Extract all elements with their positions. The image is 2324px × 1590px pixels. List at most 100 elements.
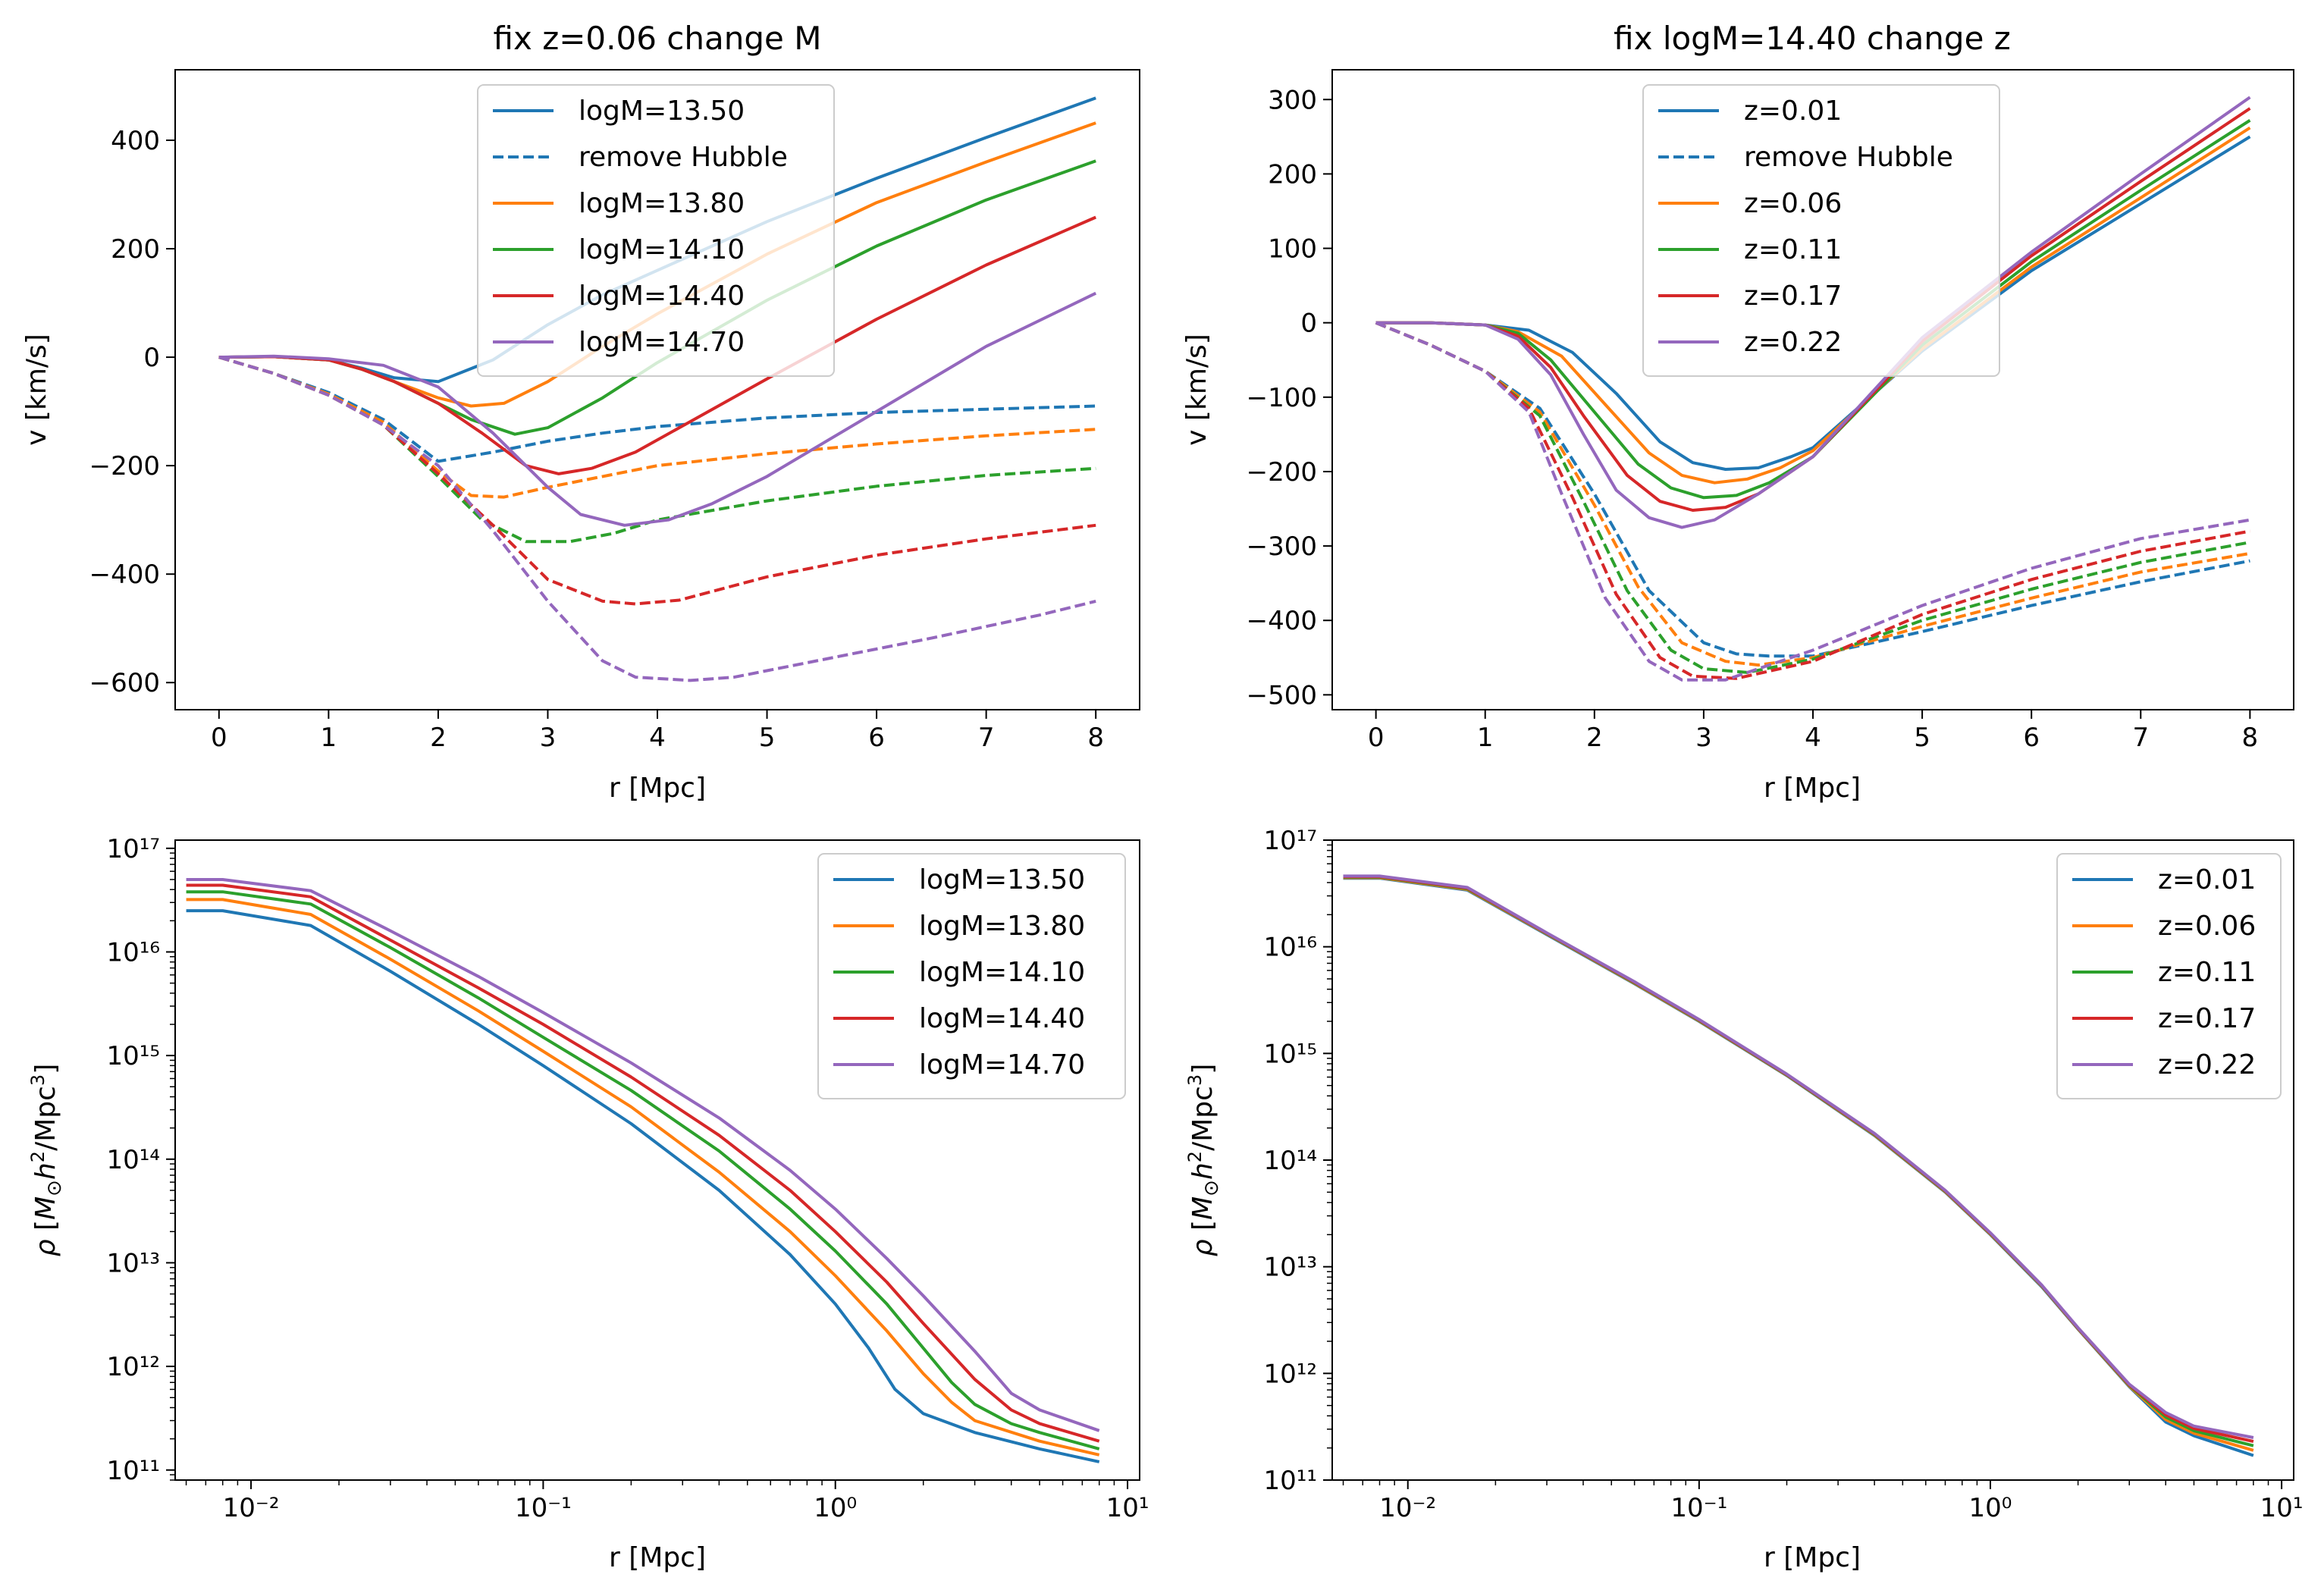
- legend: logM=13.50 logM=13.80 logM=14.10 logM=14.40…: [817, 853, 1126, 1099]
- x-tick-label: 4: [649, 723, 666, 753]
- legend-label: z=0.17: [1744, 281, 1842, 312]
- series-line: [1343, 874, 2254, 1439]
- legend-label: z=0.06: [2158, 911, 2256, 942]
- legend: z=0.01 remove Hubble z=0.06 z=0.11 z=0.17 z=0…: [1642, 84, 2000, 377]
- y-tick-label: −600: [89, 668, 160, 698]
- y-tick-label: −200: [89, 451, 160, 481]
- x-tick-label: 1: [321, 723, 337, 753]
- axes-frame: [174, 69, 1140, 710]
- series-line: [218, 356, 1096, 682]
- legend-label: logM=13.50: [579, 96, 745, 127]
- legend-label: logM=13.50: [919, 864, 1085, 895]
- x-tick-label: 3: [1695, 723, 1712, 753]
- legend-label: logM=14.70: [579, 327, 745, 358]
- x-tick-label: 4: [1805, 723, 1821, 753]
- x-tick-label: 10⁻¹: [515, 1493, 572, 1523]
- series-group: [1375, 96, 2251, 682]
- x-tick-label: 10⁻¹: [1670, 1493, 1727, 1523]
- panel-velocity-mass: fix z=0.06 change M 0 1 2 3 4 5 6 7 8 −600 −400 −20…: [21, 20, 1140, 804]
- y-tick-label: 300: [1268, 85, 1317, 115]
- legend-label: z=0.22: [1744, 327, 1842, 358]
- legend-label: logM=14.10: [579, 234, 745, 265]
- y-tick-label: 10¹²: [1263, 1359, 1317, 1389]
- x-tick-label: 6: [868, 723, 885, 753]
- y-tick-label: 100: [1268, 234, 1317, 265]
- legend-label: z=0.01: [1744, 96, 1842, 127]
- legend-label: logM=14.10: [919, 957, 1085, 988]
- ticks-layer: 10⁻² 10⁻¹ 10⁰ 10¹ 10¹¹ 10¹² 10¹³ 10¹⁴ 10¹⁵ 10¹⁶ 10…: [106, 834, 1149, 1523]
- y-axis-label: v [km/s]: [1181, 334, 1212, 446]
- legend-label: logM=14.40: [579, 281, 745, 312]
- y-tick-label: −400: [1247, 606, 1317, 636]
- legend-label: z=0.22: [2158, 1049, 2256, 1080]
- axes-frame: [1331, 69, 2294, 710]
- x-tick-label: 0: [211, 723, 227, 753]
- panel-density-redshift: 10⁻² 10⁻¹ 10⁰ 10¹ 10¹¹ 10¹² 10¹³ 10¹⁴ 10¹⁵ 10¹⁶ 10…: [1184, 826, 2304, 1573]
- x-tick-label: 8: [2242, 723, 2259, 753]
- y-tick-label: 10¹⁷: [106, 834, 160, 864]
- series-line: [1375, 321, 2250, 682]
- plot-area: [186, 878, 1100, 1463]
- x-tick-label: 7: [2132, 723, 2149, 753]
- y-tick-label: 200: [1268, 159, 1317, 190]
- legend-label: logM=13.80: [919, 911, 1085, 942]
- x-tick-label: 10¹: [2260, 1493, 2304, 1523]
- legend-label: z=0.11: [1744, 234, 1842, 265]
- x-tick-label: 10⁻²: [223, 1493, 280, 1523]
- y-tick-label: 10¹³: [106, 1248, 160, 1278]
- panel-velocity-redshift: fix logM=14.40 change z 0 1 2 3 4 5 6 7 8 −500 −40…: [1181, 20, 2294, 804]
- y-tick-label: −200: [1247, 457, 1317, 488]
- y-tick-label: 10¹⁵: [1263, 1039, 1317, 1069]
- y-tick-label: 0: [143, 343, 160, 373]
- legend-label: z=0.17: [2158, 1003, 2256, 1034]
- legend: logM=13.50 remove Hubble logM=13.80 logM=14…: [477, 84, 835, 377]
- plot-area: [1343, 874, 2254, 1457]
- series-line: [186, 883, 1100, 1443]
- legend-box: [2056, 853, 2282, 1099]
- y-tick-label: −400: [89, 560, 160, 590]
- x-tick-label: 10⁰: [814, 1493, 857, 1523]
- legend-label: z=0.11: [2158, 957, 2256, 988]
- panel-title: fix z=0.06 change M: [494, 20, 822, 57]
- series-line: [186, 898, 1100, 1457]
- x-axis-label: r [Mpc]: [609, 1542, 706, 1573]
- axes-frame: [174, 839, 1140, 1481]
- x-tick-label: 7: [978, 723, 995, 753]
- legend-label: logM=14.40: [919, 1003, 1085, 1034]
- x-tick-label: 8: [1087, 723, 1104, 753]
- y-axis-label: ρ [M⊙h2/Mpc3]: [1184, 1064, 1223, 1257]
- x-tick-label: 5: [1914, 723, 1930, 753]
- ticks-layer: 0 1 2 3 4 5 6 7 8 −600 −400 −200 0 200 400: [89, 126, 1104, 753]
- legend: z=0.01 z=0.06 z=0.11 z=0.17 z=0.22: [2056, 853, 2282, 1099]
- x-tick-label: 6: [2023, 723, 2040, 753]
- plot-area: [1375, 96, 2251, 682]
- legend-label: z=0.06: [1744, 188, 1842, 219]
- series-line: [186, 890, 1100, 1450]
- y-tick-label: 10¹¹: [1263, 1466, 1317, 1496]
- x-tick-label: 3: [540, 723, 557, 753]
- panel-density-mass: 10⁻² 10⁻¹ 10⁰ 10¹ 10¹¹ 10¹² 10¹³ 10¹⁴ 10¹⁵ 10¹⁶ 10…: [27, 834, 1149, 1573]
- y-tick-label: 10¹⁵: [106, 1041, 160, 1071]
- legend-label: remove Hubble: [579, 142, 788, 173]
- y-tick-label: 10¹⁴: [106, 1145, 160, 1175]
- y-tick-label: −500: [1247, 680, 1317, 710]
- y-tick-label: 10¹⁷: [1263, 826, 1317, 856]
- x-axis-label: r [Mpc]: [1764, 1542, 1861, 1573]
- x-tick-label: 10⁻²: [1379, 1493, 1436, 1523]
- ticks-layer: 10⁻² 10⁻¹ 10⁰ 10¹ 10¹¹ 10¹² 10¹³ 10¹⁴ 10¹⁵ 10¹⁶ 10…: [1263, 826, 2303, 1523]
- panel-title: fix logM=14.40 change z: [1614, 20, 2011, 57]
- y-axis-label: v [km/s]: [21, 334, 52, 446]
- x-tick-label: 2: [430, 723, 447, 753]
- legend-box: [477, 84, 835, 377]
- y-tick-label: 0: [1300, 309, 1317, 339]
- y-tick-label: 400: [111, 126, 160, 156]
- x-tick-label: 10¹: [1106, 1493, 1149, 1523]
- legend-label: logM=14.70: [919, 1049, 1085, 1080]
- series-group: [1343, 874, 2254, 1457]
- y-tick-label: 200: [111, 234, 160, 265]
- y-tick-label: 10¹²: [106, 1352, 160, 1382]
- x-tick-label: 1: [1477, 723, 1494, 753]
- series-line: [218, 291, 1097, 527]
- series-line: [218, 356, 1096, 606]
- series-line: [186, 878, 1100, 1432]
